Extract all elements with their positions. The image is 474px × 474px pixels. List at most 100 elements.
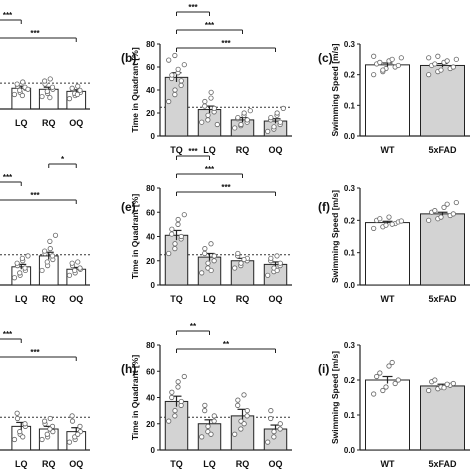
significance-label: *** [221,183,231,192]
y-tick-label: 0.0 [344,132,356,141]
data-point [389,56,395,62]
data-point [268,255,274,261]
data-point [44,88,50,94]
data-point [175,379,181,385]
data-point [14,81,20,87]
y-tick-label: 80 [146,184,155,193]
data-point [280,105,286,112]
data-point [169,394,175,401]
data-point [386,363,392,369]
data-point [42,418,48,424]
data-point [14,415,21,422]
data-point [39,436,45,443]
data-point [232,265,238,271]
data-point [232,431,238,437]
panel-6: LQ RQ OQ *** *** [0,330,90,469]
y-tick-label: 0.1 [344,249,356,258]
data-point [20,79,26,85]
y-tick-label: 0 [151,446,156,455]
data-point [235,250,241,257]
panel-1: (b) 0 20 40 60 80 Time in Quadrant [%] TQ LQ RQ OQ… [121,3,292,155]
x-category-label: RQ [236,145,250,155]
bar-5xfad [420,385,465,451]
data-point [438,67,444,73]
data-point [22,265,28,271]
data-point [39,93,45,100]
data-point [426,217,432,223]
y-axis-label: Time in Quadrant [%] [130,355,140,440]
x-category-label: RQ [42,459,56,469]
data-point [39,267,45,274]
data-point [444,58,450,64]
panel-3: LQ RQ OQ******* [0,155,90,304]
x-category-label: RQ [42,118,56,128]
data-point [232,125,238,131]
data-point [77,87,83,93]
data-point [47,238,53,244]
data-point [175,216,181,223]
data-point [169,226,175,232]
data-point [453,56,459,62]
data-point [277,421,283,427]
data-point [271,429,277,435]
data-point [166,57,172,63]
data-point [426,55,432,61]
significance-label: * [61,155,65,164]
y-tick-label: 0.2 [344,71,356,80]
y-axis-label: Time in Quadrant [%] [130,194,140,279]
x-category-label: 5xFAD [428,294,457,304]
data-point [444,381,450,387]
panel-label: (c) [318,51,333,65]
data-point [69,413,75,419]
x-category-label: LQ [203,459,216,469]
data-point [241,392,247,398]
data-point [383,222,389,228]
x-category-label: LQ [203,294,216,304]
data-point [17,429,23,435]
y-tick-label: 40 [146,394,155,403]
data-point [181,62,187,68]
bar-wt [365,379,410,451]
data-point [69,418,76,424]
data-point [75,431,81,437]
y-axis-label: Time in Quadrant [%] [130,47,140,132]
x-category-label: OQ [268,145,282,155]
data-point [277,119,283,125]
data-point [241,421,247,427]
data-point [380,67,386,73]
data-point [77,423,83,429]
data-point [371,391,377,397]
panel-5: (f) 0.0 0.1 0.2 0.3 Swimming Speed [m/s] WT 5xF… [318,184,470,304]
y-tick-label: 40 [146,233,155,242]
data-point [241,256,247,263]
data-point [52,232,59,238]
data-point [178,398,184,405]
bar-tq [164,76,189,137]
data-point [205,112,211,118]
y-tick-label: 60 [146,208,155,217]
data-point [44,431,50,437]
data-point [265,128,271,134]
y-tick-label: 0.0 [344,281,356,290]
significance-label: *** [221,39,231,48]
data-point [386,214,392,220]
y-tick-label: 0.0 [344,446,356,455]
bar-5xfad [420,213,465,286]
data-point [398,218,404,224]
significance-label: *** [3,330,13,339]
data-point [178,233,184,240]
y-axis-label: Swimming Speed [m/s] [330,43,340,136]
data-point [241,110,247,116]
y-tick-label: 0 [151,281,156,290]
y-tick-label: 20 [146,420,155,429]
panel-8: (i) 0.0 0.1 0.2 0.3 Swimming Speed [m/s] WT 5xF… [318,341,470,469]
data-point [211,105,217,112]
data-point [172,413,178,419]
data-point [205,260,211,266]
significance-label: *** [205,165,215,174]
data-point [202,250,208,257]
x-category-label: LQ [15,459,28,469]
data-point [274,253,280,259]
data-point [169,231,175,237]
